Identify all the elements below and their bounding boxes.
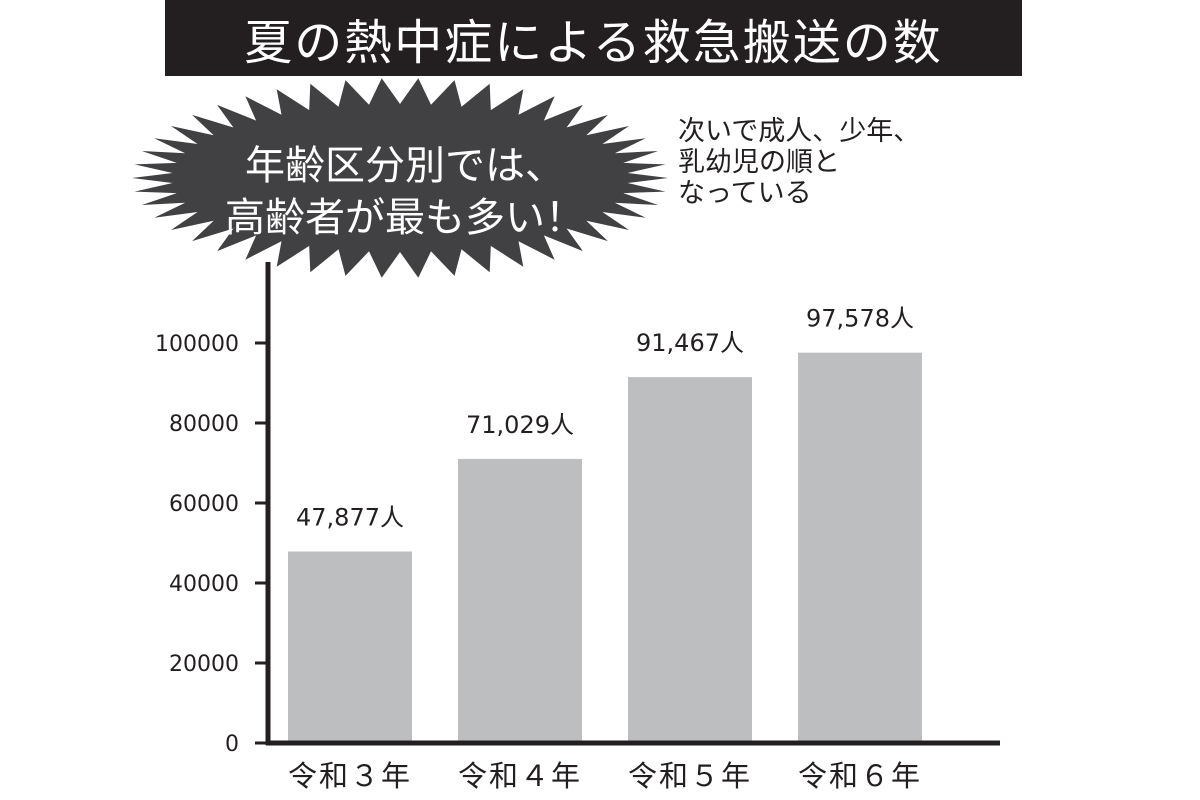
x-tick-label-1: 令和３年 (288, 759, 412, 793)
burst-shape (132, 78, 668, 278)
callout-line-2: 高齢者が最も多い！ (225, 195, 585, 241)
y-tick-label-0: 0 (225, 732, 239, 757)
chart-title: 夏の熱中症による救急搬送の数 (165, 0, 1022, 76)
x-tick-label-4: 令和６年 (798, 759, 922, 793)
y-tick-label-2: 40000 (169, 572, 239, 597)
bar-4 (798, 352, 922, 743)
bar-1 (288, 551, 412, 743)
data-label-3: 91,467人 (636, 329, 744, 357)
callout-burst: 年齢区分別では、 高齢者が最も多い！ (150, 140, 660, 244)
y-tick-label-1: 20000 (169, 652, 239, 677)
side-note: 次いで成人、少年、 乳幼児の順と なっている (678, 116, 921, 209)
data-label-4: 97,578人 (806, 305, 914, 333)
bar-2 (458, 458, 582, 743)
y-tick-label-5: 100000 (155, 332, 239, 357)
x-tick-label-3: 令和５年 (628, 759, 752, 793)
x-tick-label-2: 令和４年 (458, 759, 582, 793)
y-tick-label-4: 80000 (169, 412, 239, 437)
data-label-1: 47,877人 (296, 503, 404, 531)
y-tick-label-3: 60000 (169, 492, 239, 517)
callout-line-1: 年齢区分別では、 (245, 143, 565, 189)
data-label-2: 71,029人 (466, 411, 574, 439)
bar-3 (628, 377, 752, 743)
